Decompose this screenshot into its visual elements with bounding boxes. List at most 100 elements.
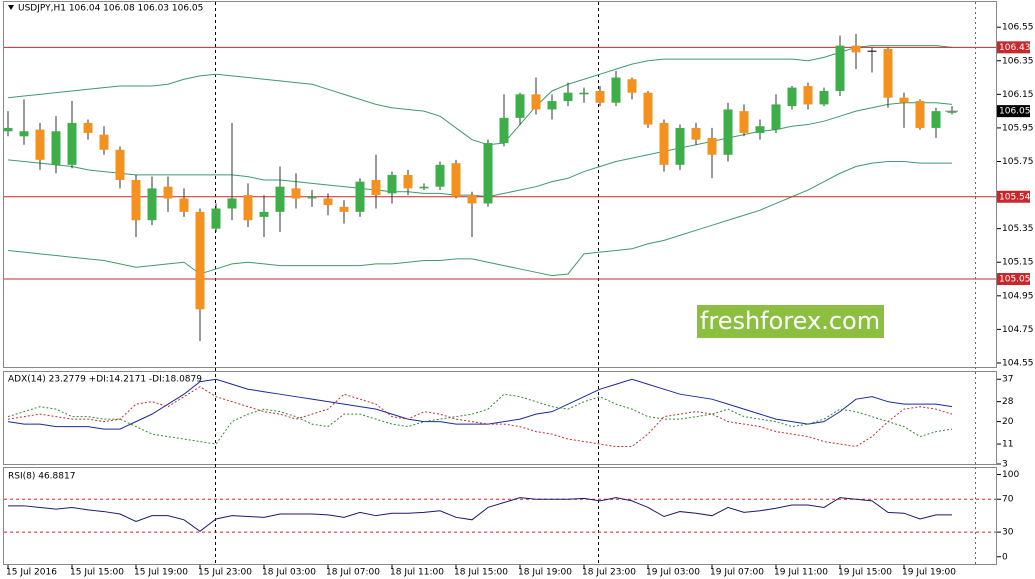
y-tick-label: 70 <box>1002 495 1014 505</box>
candle-body <box>899 97 909 103</box>
candle-body <box>403 174 413 189</box>
rsi-pane <box>4 497 996 533</box>
candle-body <box>355 181 365 212</box>
y-tick-label: 106.55 <box>1002 23 1034 33</box>
watermark: freshforex.com <box>700 307 880 335</box>
adx-pane-frame <box>3 371 997 465</box>
candle-body <box>851 45 861 53</box>
candle-body <box>147 188 157 221</box>
y-tick-label: 3 <box>1002 460 1008 470</box>
candle-body <box>771 104 781 130</box>
y-tick-label: 104.75 <box>1002 325 1034 335</box>
x-tick-label: 19 Jul 15:00 <box>838 568 892 578</box>
bollinger-band <box>7 102 953 198</box>
candle-body <box>627 79 637 93</box>
y-tick-label: 106.35 <box>1002 56 1034 66</box>
y-tick-label: 100 <box>1002 470 1019 480</box>
candle-body <box>115 149 125 180</box>
candle-body <box>275 186 285 212</box>
candle-body <box>387 174 397 194</box>
candle-body <box>163 186 173 199</box>
level-tag <box>997 273 1030 286</box>
level-tag <box>997 190 1030 203</box>
chart-title: USDJPY,H1 106.04 106.08 106.03 106.05 <box>18 4 203 14</box>
y-tick-label: 105.95 <box>1002 123 1034 133</box>
candle-body <box>435 164 445 187</box>
indicator-line <box>7 393 953 445</box>
candle-body <box>19 131 29 137</box>
candle-body <box>835 45 845 91</box>
candle-body <box>307 196 317 199</box>
y-tick-label: 20 <box>1002 417 1014 427</box>
candle-body <box>723 109 733 155</box>
candle-body <box>35 129 45 160</box>
level-label: 106.43 <box>999 43 1031 53</box>
candle-body <box>259 211 269 217</box>
candle-body <box>947 111 957 113</box>
candle-body <box>195 211 205 310</box>
menu-arrow[interactable] <box>8 5 14 10</box>
candle-body <box>451 163 461 197</box>
x-tick-label: 18 Jul 11:00 <box>390 568 444 578</box>
candle-body <box>547 101 557 110</box>
candle-body <box>691 127 701 140</box>
y-tick-label: 30 <box>1002 528 1014 538</box>
candle-body <box>499 117 509 144</box>
x-tick-label: 19 Jul 19:00 <box>902 568 956 578</box>
y-tick-label: 105.75 <box>1002 157 1034 167</box>
candle-body <box>883 49 893 98</box>
x-tick-label: 18 Jul 15:00 <box>454 568 508 578</box>
main-pane: freshforex.com <box>3 33 996 342</box>
candle-body <box>291 188 301 199</box>
x-tick-label: 15 Jul 15:00 <box>70 568 124 578</box>
candle-body <box>99 134 109 150</box>
price-tag <box>997 105 1030 118</box>
level-tag <box>997 41 1030 54</box>
candle-body <box>563 92 573 102</box>
y-tick-label: 37 <box>1002 375 1013 385</box>
candle-body <box>595 90 605 103</box>
candle-body <box>755 126 765 133</box>
candle-body <box>803 85 813 105</box>
adx-title: ADX(14) 23.2779 +DI:14.2171 -DI:18.0879 <box>8 375 202 385</box>
candle-body <box>643 92 653 125</box>
bollinger-band <box>7 45 953 146</box>
y-tick-label: 105.15 <box>1002 258 1034 268</box>
candle-body <box>707 137 717 155</box>
candle-body <box>531 94 541 110</box>
candle-body <box>227 198 237 209</box>
candle-body <box>51 131 61 165</box>
y-tick-label: 0 <box>1002 552 1008 562</box>
level-label: 105.54 <box>999 192 1031 202</box>
candle-body <box>611 77 621 103</box>
y-tick-label: 104.95 <box>1002 291 1034 301</box>
candle-body <box>867 50 877 52</box>
candle-body <box>67 122 77 165</box>
candle-body <box>131 179 141 221</box>
axes: 106.55 106.35 106.15 105.95 105.75 105.35 105.… <box>6 23 1034 578</box>
candle-body <box>83 122 93 133</box>
y-tick-label: 104.55 <box>1002 358 1034 368</box>
candle-body <box>675 127 685 165</box>
candle-body <box>419 186 429 189</box>
candle-body <box>915 101 925 128</box>
y-tick-label: 28 <box>1002 397 1014 407</box>
y-tick-label: 11 <box>1002 440 1013 450</box>
candle-body <box>483 143 493 204</box>
x-tick-label: 19 Jul 03:00 <box>646 568 700 578</box>
watermark-box <box>697 305 884 338</box>
level-label: 105.05 <box>999 275 1031 285</box>
candle-body <box>323 198 333 206</box>
x-tick-label: 18 Jul 07:00 <box>326 568 380 578</box>
indicator-line <box>8 497 952 532</box>
candle-body <box>243 195 253 221</box>
candle-body <box>739 111 749 133</box>
adx-pane <box>7 378 953 448</box>
candle-body <box>579 92 589 95</box>
bollinger-band <box>7 160 952 277</box>
candle-body <box>467 195 477 204</box>
candle-body <box>515 94 525 118</box>
x-tick-label: 18 Jul 19:00 <box>518 568 572 578</box>
